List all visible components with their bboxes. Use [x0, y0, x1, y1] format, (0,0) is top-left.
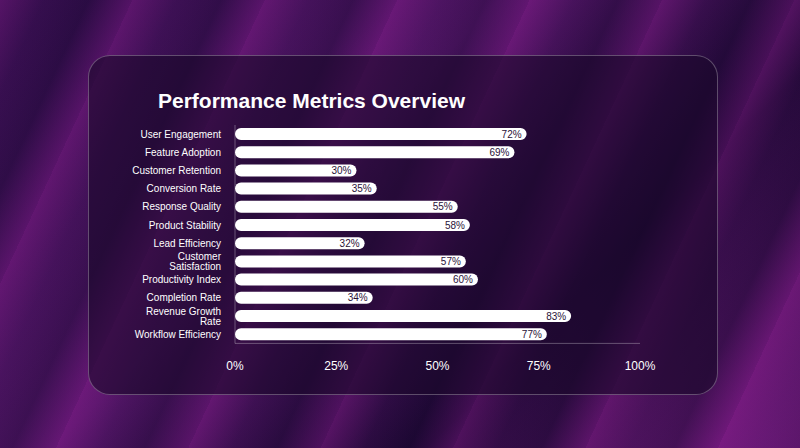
svg-text:User Engagement: User Engagement [141, 129, 222, 140]
svg-text:Revenue GrowthRate: Revenue GrowthRate [146, 306, 221, 327]
svg-text:83%: 83% [546, 311, 566, 322]
svg-text:69%: 69% [489, 147, 509, 158]
svg-text:30%: 30% [332, 165, 352, 176]
svg-text:Conversion Rate: Conversion Rate [147, 183, 222, 194]
svg-text:77%: 77% [522, 329, 542, 340]
svg-text:32%: 32% [340, 238, 360, 249]
svg-text:35%: 35% [352, 183, 372, 194]
svg-text:58%: 58% [445, 220, 465, 231]
html-text:Performance Metrics Overview: Performance Metrics Overview [158, 89, 465, 112]
svg-text:Customer Retention: Customer Retention [132, 165, 221, 176]
svg-text:72%: 72% [502, 129, 522, 140]
svg-text:34%: 34% [348, 292, 368, 303]
svg-text:Response Quality: Response Quality [142, 201, 221, 212]
svg-text:Completion Rate: Completion Rate [147, 292, 222, 303]
svg-text:0%: 0% [226, 359, 244, 373]
svg-text:Product Stability: Product Stability [149, 220, 221, 231]
svg-text:100%: 100% [625, 359, 656, 373]
svg-text:60%: 60% [453, 274, 473, 285]
svg-text:Lead Efficiency: Lead Efficiency [153, 238, 221, 249]
svg-text:Productivity Index: Productivity Index [142, 274, 221, 285]
svg-text:75%: 75% [527, 359, 551, 373]
svg-text:Feature Adoption: Feature Adoption [145, 147, 221, 158]
svg-text:CustomerSatisfaction: CustomerSatisfaction [169, 251, 221, 272]
svg-text:55%: 55% [433, 201, 453, 212]
svg-text:25%: 25% [324, 359, 348, 373]
svg-text:50%: 50% [425, 359, 449, 373]
svg-text:Workflow Efficiency: Workflow Efficiency [135, 329, 221, 340]
svg-text:57%: 57% [441, 256, 461, 267]
